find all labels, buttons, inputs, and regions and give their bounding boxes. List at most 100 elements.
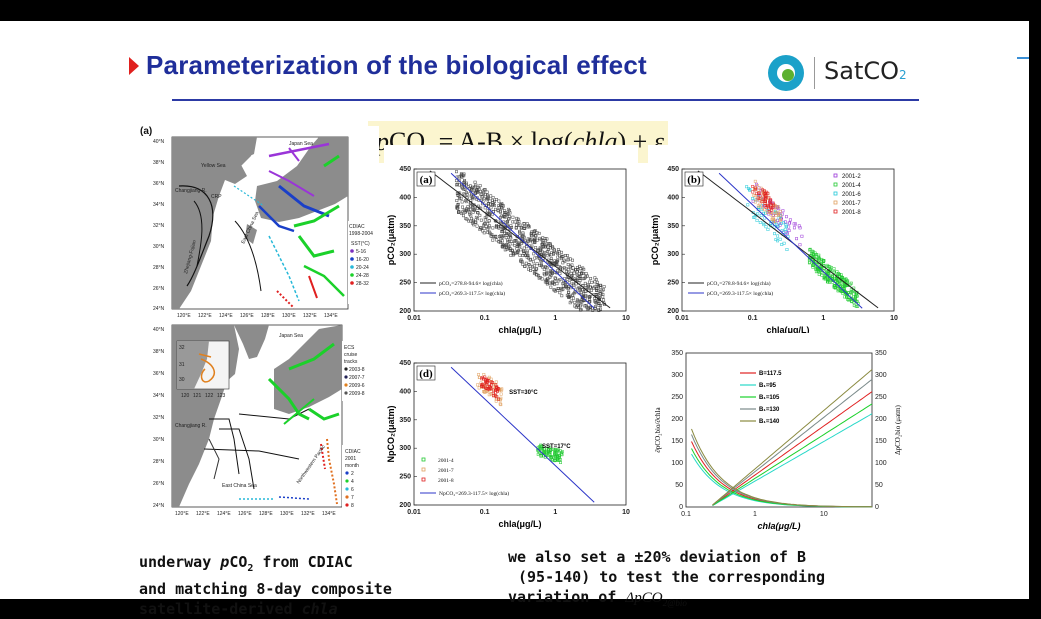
data-point — [579, 277, 582, 281]
data-point — [558, 291, 562, 295]
data-point — [822, 274, 826, 278]
data-point — [787, 229, 791, 232]
y-tick-label: 450 — [399, 166, 411, 173]
data-point — [844, 295, 848, 299]
data-point — [571, 266, 575, 270]
data-point — [588, 294, 592, 298]
data-point — [797, 224, 801, 228]
data-point — [554, 261, 558, 265]
data-point — [541, 236, 545, 240]
data-point — [534, 267, 538, 271]
data-point — [580, 272, 584, 276]
data-point — [540, 242, 544, 246]
data-point — [499, 215, 503, 219]
data-point — [784, 215, 788, 219]
data-point — [856, 304, 860, 308]
data-point — [562, 258, 566, 262]
data-point — [520, 241, 524, 245]
data-point — [525, 222, 529, 226]
data-point — [768, 199, 772, 203]
data-point — [538, 246, 542, 250]
svg-text:month: month — [345, 463, 359, 469]
y-axis-label: NpCO₂(μatm) — [386, 405, 396, 462]
data-point — [504, 220, 508, 224]
delta-curve — [712, 413, 873, 507]
data-point — [486, 197, 490, 201]
data-point — [595, 288, 598, 292]
svg-text:120: 120 — [181, 393, 190, 399]
data-point — [495, 198, 498, 201]
data-point — [515, 244, 519, 248]
data-point — [498, 398, 502, 402]
data-point — [821, 259, 825, 263]
data-point — [545, 281, 549, 285]
data-point — [536, 249, 540, 253]
data-point — [576, 274, 580, 278]
data-point — [476, 210, 479, 214]
data-point — [535, 273, 539, 277]
data-point — [745, 185, 749, 189]
svg-text:2009-8: 2009-8 — [349, 391, 365, 397]
data-point — [597, 302, 601, 305]
svg-text:122: 122 — [205, 393, 214, 399]
data-point — [514, 225, 518, 229]
data-point — [499, 221, 503, 225]
svg-text:134°E: 134°E — [324, 313, 338, 319]
data-point — [835, 280, 839, 284]
data-point — [505, 233, 509, 237]
data-point — [571, 258, 574, 262]
chart-e-svg: 0 0 50 50 100 100 150 150 200 200 250 250 300 300 350 3… — [654, 350, 902, 531]
data-point — [592, 286, 596, 290]
data-point — [497, 240, 501, 244]
data-point — [828, 265, 832, 269]
data-point — [544, 251, 548, 255]
data-point — [784, 230, 788, 234]
svg-text:38°N: 38°N — [153, 349, 165, 355]
data-point — [494, 235, 498, 239]
x-tick-label: 0.1 — [480, 509, 490, 516]
data-point — [572, 296, 576, 300]
y-tick-label: 400 — [399, 388, 411, 395]
data-point — [759, 214, 763, 217]
data-point — [561, 261, 565, 265]
y-tick-label: 250 — [671, 394, 683, 401]
data-point — [549, 273, 553, 277]
data-point — [571, 293, 574, 297]
data-point — [469, 189, 473, 193]
data-point — [556, 248, 560, 252]
data-point — [515, 243, 519, 246]
data-point — [486, 222, 490, 226]
svg-text:26°N: 26°N — [153, 481, 165, 487]
data-point — [491, 202, 495, 206]
data-point — [570, 277, 574, 281]
data-point — [852, 304, 856, 308]
data-point — [835, 270, 839, 274]
svg-text:124°E: 124°E — [219, 313, 233, 319]
data-point — [772, 220, 776, 224]
data-point — [557, 453, 561, 457]
data-point — [506, 212, 509, 216]
data-point — [784, 224, 788, 228]
data-point — [587, 284, 590, 288]
data-point — [811, 263, 815, 267]
data-point — [545, 237, 549, 241]
data-point — [845, 292, 848, 295]
data-point — [503, 231, 507, 235]
data-point — [798, 243, 802, 247]
data-point — [548, 242, 552, 246]
data-point — [848, 282, 852, 286]
data-point — [487, 393, 491, 397]
data-point — [783, 227, 787, 231]
data-point — [532, 239, 536, 242]
data-point — [456, 206, 460, 210]
data-point — [507, 245, 511, 249]
data-point — [492, 235, 496, 239]
data-point — [469, 214, 473, 218]
data-point — [598, 289, 602, 293]
data-point — [762, 221, 766, 225]
y-tick-label-right: 100 — [875, 460, 887, 467]
data-point — [763, 208, 767, 212]
svg-text:132°E: 132°E — [301, 511, 315, 517]
y-tick-label: 350 — [671, 350, 683, 357]
data-point — [532, 252, 536, 256]
